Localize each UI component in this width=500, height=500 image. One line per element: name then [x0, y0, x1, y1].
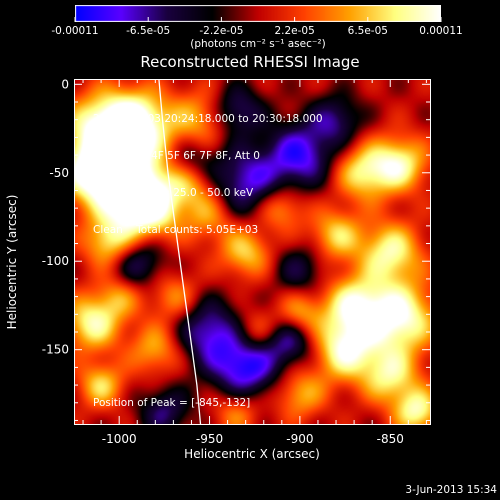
- x-tick-label: -950: [196, 432, 223, 446]
- colorbar-tick-label: 0.00011: [419, 25, 462, 37]
- x-tick-label: -900: [286, 432, 313, 446]
- plot-frame: [74, 79, 431, 425]
- y-tick-label: 0: [61, 77, 69, 91]
- colorbar-tick-label: -2.2e-05: [199, 25, 243, 37]
- colorbar: [75, 5, 441, 22]
- x-tick-label: -1000: [102, 432, 137, 446]
- observation-info: 29-Dec-2003 20:24:18.000 to 20:30:18.000…: [93, 88, 323, 262]
- x-axis-label: Heliocentric X (arcsec): [184, 447, 320, 461]
- generated-date: 3-Jun-2013 15:34: [405, 484, 497, 496]
- time-range-text: 29-Dec-2003 20:24:18.000 to 20:30:18.000: [93, 112, 323, 125]
- y-axis-label: Heliocentric Y (arcsec): [5, 194, 19, 330]
- y-tick-label: -100: [42, 254, 69, 268]
- colorbar-tick-label: 6.5e-05: [348, 25, 388, 37]
- colorbar-tick-label: 2.2e-05: [274, 25, 314, 37]
- colorbar-tick-label: -6.5e-05: [126, 25, 170, 37]
- detectors-text: Detectors: 4F 5F 6F 7F 8F, Att 0: [93, 150, 260, 163]
- colorbar-tick-label: -0.00011: [51, 25, 98, 37]
- heatmap-image: [74, 79, 430, 424]
- solar-limb-line: [158, 78, 202, 425]
- energy-range-text: Energy Range: 25.0 - 50.0 keV: [93, 187, 254, 200]
- x-tick-label: -850: [377, 432, 404, 446]
- counts-text: Clean Total counts: 5.05E+03: [93, 224, 259, 237]
- peak-position-text: Position of Peak = [-845,-132]: [93, 397, 251, 409]
- y-tick-label: -50: [49, 166, 69, 180]
- y-tick-label: -150: [42, 343, 69, 357]
- chart-title: Reconstructed RHESSI Image: [140, 53, 360, 71]
- colorbar-unit-label: (photons cm⁻² s⁻¹ asec⁻²): [190, 38, 326, 50]
